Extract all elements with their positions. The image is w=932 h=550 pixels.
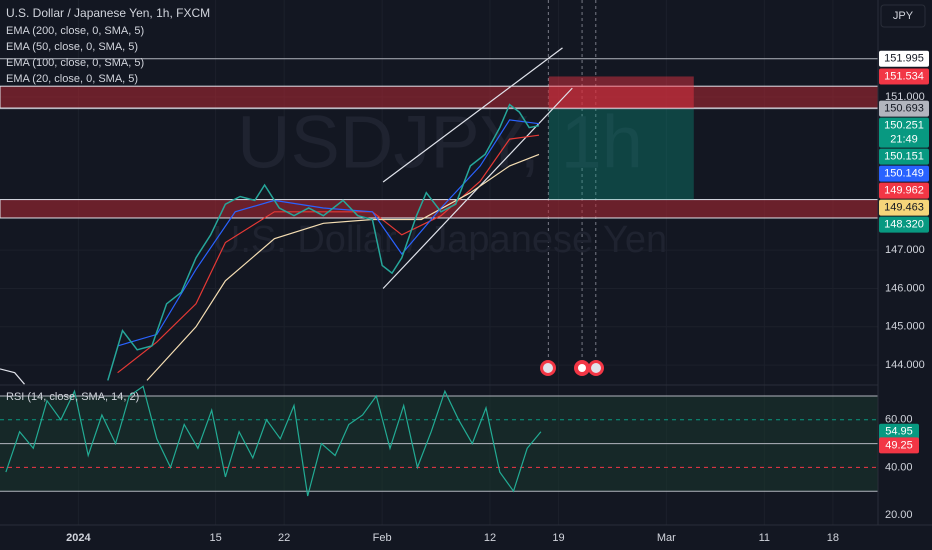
price-label: 150.151 [884, 151, 924, 163]
legend-entry: EMA (100, close, 0, SMA, 5) [6, 57, 144, 69]
price-label-bg [879, 68, 929, 85]
x-tick-label: 15 [209, 532, 221, 544]
y-tick-label: 60.00 [885, 414, 913, 426]
event-icon-inner [578, 364, 586, 372]
legend: EMA (200, close, 0, SMA, 5) EMA (50, clos… [6, 25, 144, 85]
x-tick-label: 18 [827, 532, 839, 544]
price-label-bg [879, 50, 929, 67]
price-label-bg [879, 199, 929, 216]
event-icon-inner [543, 363, 553, 373]
price-label: 150.149 [884, 168, 924, 180]
y-tick-label: 40.00 [885, 461, 913, 473]
x-tick-label: 19 [552, 532, 564, 544]
price-label: 150.251 [884, 120, 924, 132]
y-tick-label: 146.000 [885, 282, 925, 294]
rsi-value-label: 49.25 [885, 439, 913, 451]
zone [0, 85, 878, 109]
rsi-value-bg [879, 437, 919, 454]
countdown-label: 21:49 [890, 134, 918, 146]
symbol-title[interactable]: U.S. Dollar / Japanese Yen, 1h, FXCM [6, 6, 210, 20]
y-tick-label: 151.000 [885, 91, 925, 103]
x-tick-label: Feb [373, 532, 392, 544]
price-pane [0, 47, 878, 385]
currency-button[interactable] [880, 4, 926, 28]
axes: 151.000 147.000 146.000 145.000 144.000 2024 1… [66, 50, 929, 544]
y-tick-label: 20.00 [885, 509, 913, 521]
ema-line [117, 134, 540, 374]
ema-line [0, 368, 25, 385]
rsi-pane [0, 385, 878, 497]
price-label: 151.534 [884, 70, 924, 82]
x-tick-label: 2024 [66, 532, 91, 544]
legend-entry: EMA (50, close, 0, SMA, 5) [6, 41, 138, 53]
position-reward [548, 108, 694, 200]
legend-entry: EMA (200, close, 0, SMA, 5) [6, 25, 144, 37]
price-label: 149.962 [884, 185, 924, 197]
y-tick-label: 144.000 [885, 359, 925, 371]
price-label-bg [879, 182, 929, 199]
price-label-bg [879, 165, 929, 182]
position-risk [548, 76, 694, 109]
x-tick-label: 12 [484, 532, 496, 544]
watermark-symbol: USDJPY, 1h [237, 101, 643, 184]
price-label: 151.995 [884, 53, 924, 65]
y-tick-label: 145.000 [885, 321, 925, 333]
y-tick-label: 147.000 [885, 244, 925, 256]
channel-line [382, 47, 563, 183]
currency-button-label[interactable]: JPY [893, 10, 914, 22]
ema-line [146, 153, 540, 381]
price-label-bg [879, 216, 929, 233]
x-tick-label: 11 [759, 532, 770, 544]
price-label: 150.693 [884, 103, 924, 115]
x-tick-label: 22 [278, 532, 290, 544]
price-line [107, 103, 540, 381]
rsi-value-label: 54.95 [885, 426, 913, 438]
price-label-bg [879, 148, 929, 165]
event-icon-inner [591, 363, 601, 373]
x-tick-label: Mar [657, 532, 676, 544]
rsi-value-bg [879, 423, 919, 440]
price-label-bg [879, 117, 929, 148]
price-label: 149.463 [884, 202, 924, 214]
event-icons [540, 360, 604, 376]
price-label: 148.320 [884, 219, 924, 231]
rsi-title: RSI (14, close, SMA, 14, 2) [6, 391, 139, 403]
price-label-bg [879, 100, 929, 117]
watermark-name: U.S. Dollar / Japanese Yen [213, 219, 667, 261]
rsi-line [5, 385, 542, 497]
ema-line [117, 119, 540, 347]
legend-entry: EMA (20, close, 0, SMA, 5) [6, 73, 138, 85]
